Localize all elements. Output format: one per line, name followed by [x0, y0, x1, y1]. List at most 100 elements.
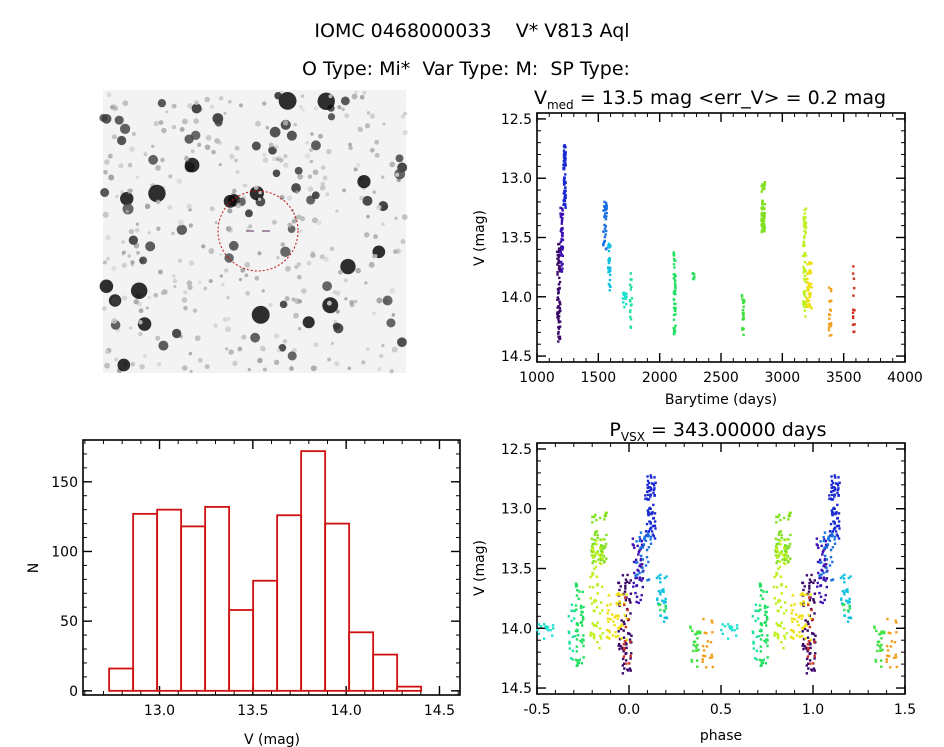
phase-data-point — [646, 475, 649, 478]
phase-data-point — [604, 514, 608, 518]
phase-data-point — [828, 494, 831, 497]
star — [114, 115, 124, 125]
data-point — [673, 259, 676, 262]
data-point — [558, 276, 561, 280]
phase-data-point — [545, 625, 548, 628]
phase-data-point — [848, 604, 851, 607]
data-point — [804, 254, 808, 257]
phase-data-point — [880, 643, 883, 647]
phase-data-point — [849, 616, 852, 619]
phase-data-point — [809, 596, 812, 599]
phase-data-point — [624, 582, 627, 585]
phase-data-point — [630, 652, 633, 655]
plot-frame — [82, 439, 461, 696]
phase-data-point — [845, 599, 848, 602]
phase-data-point — [571, 649, 575, 653]
star — [213, 323, 218, 328]
phase-data-point — [663, 600, 666, 603]
phase-data-point — [623, 622, 626, 626]
data-point — [674, 302, 677, 306]
phase-data-point — [890, 640, 894, 643]
data-point — [760, 228, 764, 232]
star — [254, 275, 260, 281]
phase-data-point — [873, 625, 876, 628]
star — [188, 351, 193, 356]
phase-data-point — [776, 559, 779, 563]
phase-data-point — [793, 617, 796, 621]
phase-data-point — [599, 538, 602, 542]
star — [192, 308, 198, 313]
phase-data-point — [592, 635, 595, 638]
phase-data-point — [633, 546, 636, 550]
phase-data-point — [837, 512, 841, 515]
data-point — [563, 199, 566, 202]
phase-data-point — [777, 633, 780, 636]
data-point — [804, 207, 808, 210]
phase-data-point — [606, 612, 609, 615]
star — [244, 273, 249, 278]
star — [251, 141, 261, 151]
phase-data-point — [650, 530, 654, 533]
phase-data-point — [778, 565, 782, 569]
data-point — [561, 213, 564, 216]
phase-data-point — [829, 548, 833, 552]
phase-data-point — [802, 600, 805, 603]
phase-data-point — [596, 536, 599, 540]
phase-data-point — [594, 565, 598, 569]
phase-data-point — [803, 603, 806, 606]
phase-data-point — [813, 669, 816, 672]
phase-data-point — [589, 597, 593, 600]
phase-data-point — [823, 554, 827, 558]
phase-data-point — [758, 582, 762, 585]
star — [248, 224, 253, 229]
phase-data-point — [783, 545, 787, 549]
phase-data-point — [616, 635, 620, 638]
data-point — [604, 201, 608, 205]
star — [130, 361, 136, 367]
y-tick-label: 14.5 — [501, 681, 532, 697]
phase-data-point — [829, 555, 833, 559]
phase-data-point — [711, 665, 715, 669]
phase-data-point — [790, 604, 793, 607]
phase-data-point — [638, 571, 641, 575]
phase-data-point — [882, 630, 886, 633]
phase-data-point — [777, 599, 780, 602]
phase-data-point — [751, 615, 755, 618]
phase-data-point — [575, 650, 578, 653]
phase-data-point — [766, 634, 769, 637]
phase-data-point — [812, 662, 815, 665]
data-point — [741, 327, 744, 330]
phase-data-point — [813, 592, 817, 595]
star — [186, 203, 192, 210]
star — [372, 253, 377, 259]
data-point — [560, 269, 563, 272]
phase-data-point — [596, 582, 600, 586]
phase-data-point — [823, 563, 826, 566]
star — [307, 174, 313, 179]
data-point — [802, 254, 806, 258]
phase-data-point — [808, 641, 812, 645]
phase-data-point — [790, 612, 793, 615]
phase-data-point — [621, 664, 624, 667]
data-point — [762, 225, 765, 228]
phase-data-point — [576, 634, 580, 637]
star — [365, 123, 371, 129]
star — [184, 156, 190, 162]
phase-data-point — [849, 575, 852, 578]
phase-data-point — [592, 624, 596, 627]
data-point — [742, 314, 745, 318]
phase-data-point — [836, 503, 839, 507]
data-point — [830, 333, 833, 337]
phase-data-point — [729, 627, 732, 630]
data-point — [557, 311, 561, 314]
star — [197, 280, 202, 285]
data-point — [827, 313, 831, 316]
phase-data-point — [821, 601, 824, 605]
phase-data-point — [581, 638, 584, 641]
data-point — [629, 326, 633, 329]
data-point — [562, 149, 566, 152]
phase-data-point — [799, 614, 802, 617]
phase-data-point — [702, 617, 705, 621]
phase-data-point — [846, 601, 850, 604]
phase-data-point — [580, 641, 584, 644]
